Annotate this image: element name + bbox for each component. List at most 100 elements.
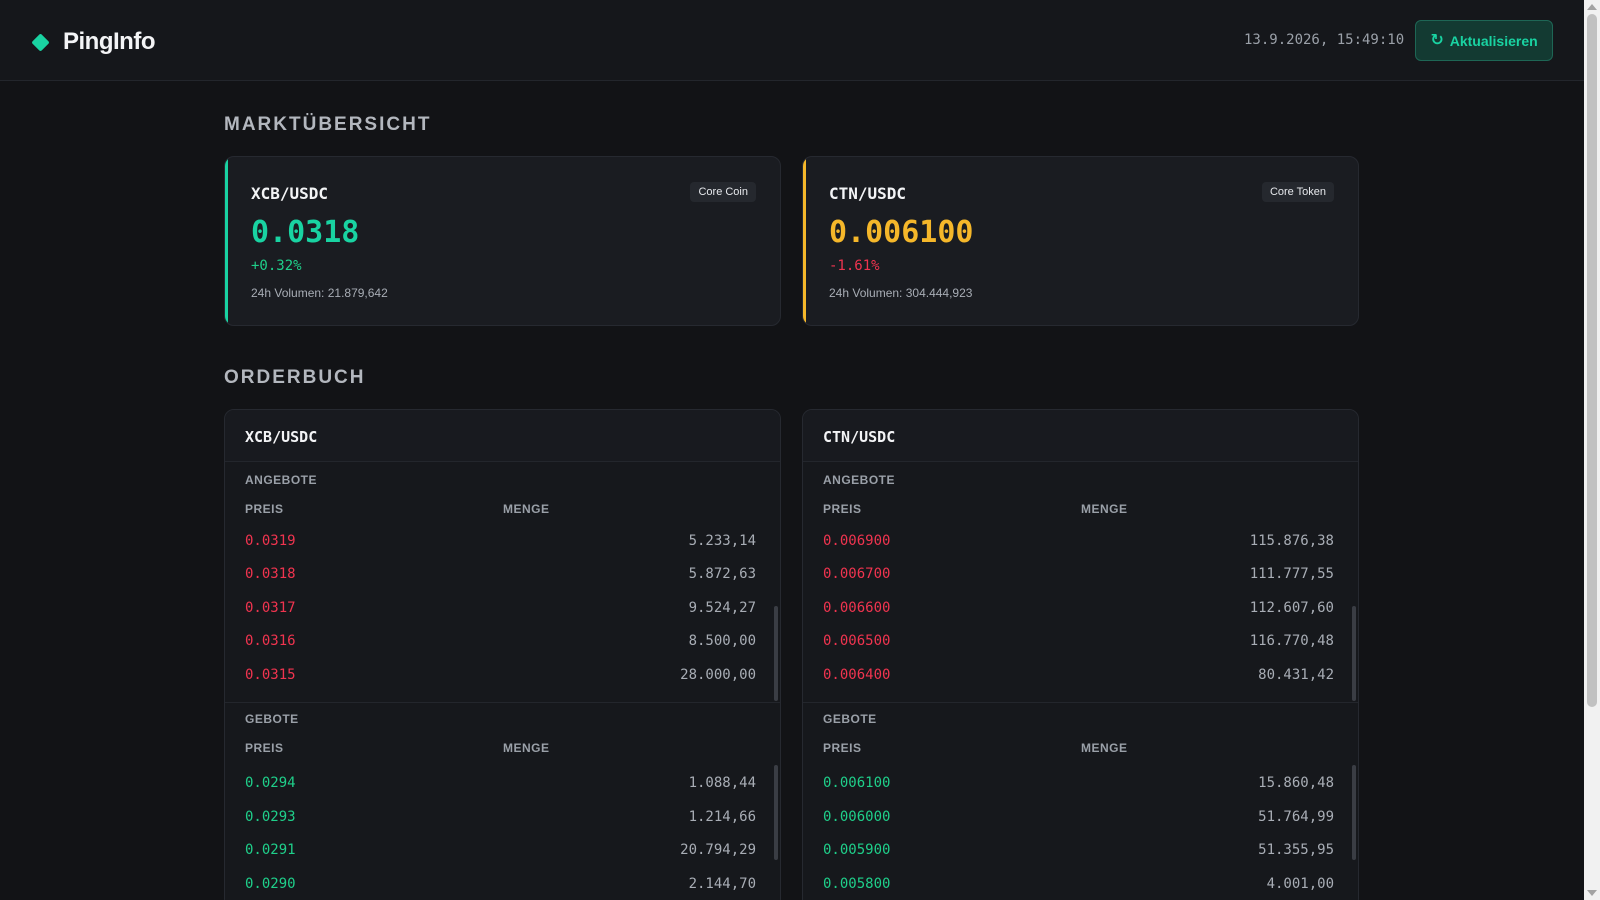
ask-row[interactable]: 0.0316 8.500,00 (225, 633, 780, 666)
bid-price: 0.006100 (823, 775, 891, 791)
bid-qty: 1.088,44 (688, 775, 756, 791)
bid-price: 0.006000 (823, 808, 891, 825)
asks-list[interactable]: 0.007000107.951,000.006900115.876,380.00… (803, 523, 1358, 702)
bids-price-header: PREIS (245, 741, 284, 755)
asks-label: ANGEBOTE (823, 473, 896, 487)
orderbook-title: ORDERBUCH (224, 367, 366, 388)
bid-qty: 4.001,00 (1266, 875, 1334, 892)
bid-qty: 51.764,99 (1258, 808, 1334, 825)
refresh-label: Aktualisieren (1449, 32, 1538, 49)
asks-price-header: PREIS (823, 502, 862, 516)
ask-price: 0.006500 (823, 633, 891, 649)
bid-price: 0.0293 (245, 808, 296, 825)
scroll-down-arrow-icon[interactable] (1587, 890, 1597, 896)
orderbook-pair: CTN/USDC (823, 428, 896, 446)
asks-qty-header: MENGE (1081, 502, 1128, 516)
ask-row[interactable]: 0.0319 5.233,14 (225, 533, 780, 566)
bid-qty: 15.860,48 (1258, 775, 1334, 791)
bid-price: 0.005900 (823, 842, 891, 858)
bids-qty-header: MENGE (1081, 741, 1128, 755)
asks-list[interactable]: 0.03206.270,000.0319 5.233,14 0.0318 5.872,… (225, 523, 780, 702)
diamond-logo-icon (31, 32, 50, 52)
bid-row[interactable]: 0.0293 1.214,66 (225, 809, 780, 842)
section-divider (225, 702, 780, 703)
orderbook-header: XCB/USDC (225, 410, 780, 462)
card-badge: Core Token (1261, 182, 1334, 202)
bid-row[interactable]: 0.0290 2.144,70 (225, 876, 780, 900)
ask-price: 0.0315 (245, 666, 296, 683)
ask-row[interactable]: 0.006400 80.431,42 (803, 667, 1358, 700)
ask-qty: 80.431,42 (1258, 666, 1334, 683)
scroll-thumb[interactable] (1587, 14, 1597, 707)
asks-scrollbar[interactable] (774, 606, 778, 701)
market-card-xcb[interactable]: XCB/USDC Core Coin 0.0318 +0.32% 24h Vol… (224, 156, 781, 326)
ask-qty: 5.872,63 (688, 566, 756, 582)
refresh-icon: ↻ (1430, 31, 1444, 49)
ask-price: 0.0318 (245, 566, 296, 582)
bid-qty: 2.144,70 (688, 875, 756, 892)
bid-price: 0.0291 (245, 842, 296, 858)
ask-qty: 28.000,00 (680, 666, 756, 683)
app-logo[interactable]: PingInfo (31, 28, 155, 56)
ask-row[interactable]: 0.006500 116.770,48 (803, 633, 1358, 666)
card-pair: XCB/USDC (251, 184, 329, 203)
market-overview-title: MARKTÜBERSICHT (224, 114, 432, 135)
bids-scrollbar[interactable] (1352, 765, 1356, 860)
ask-row[interactable]: 0.006700 111.777,55 (803, 566, 1358, 599)
ask-price: 0.0319 (245, 532, 296, 549)
app-name: PingInfo (63, 28, 155, 55)
bids-list[interactable]: 0.0294 1.088,44 0.0293 1.214,66 0.0291 20.794… (225, 767, 780, 900)
orderbook-card-ctn: CTN/USDC ANGEBOTE PREIS MENGE 0.007000107.95… (802, 409, 1359, 900)
top-header: PingInfo 13.9.2026, 15:49:10 ↻ Aktualisi… (0, 0, 1584, 81)
bid-row[interactable]: 0.005800 4.001,00 (803, 876, 1358, 900)
ask-price: 0.006600 (823, 599, 891, 616)
orderbook-pair: XCB/USDC (245, 428, 318, 446)
card-volume: 24h Volumen: 21.879,642 (251, 286, 388, 300)
bid-row[interactable]: 0.006100 15.860,48 (803, 775, 1358, 808)
bid-row[interactable]: 0.0291 20.794,29 (225, 842, 780, 875)
bids-scrollbar[interactable] (774, 765, 778, 860)
bid-qty: 1.214,66 (688, 808, 756, 825)
bid-price: 0.0294 (245, 775, 296, 791)
ask-price: 0.006400 (823, 666, 891, 683)
asks-price-header: PREIS (245, 502, 284, 516)
bid-price: 0.0290 (245, 875, 296, 892)
bids-price-header: PREIS (823, 741, 862, 755)
bid-row[interactable]: 0.0294 1.088,44 (225, 775, 780, 808)
page-scrollbar[interactable] (1584, 0, 1600, 900)
bids-qty-header: MENGE (503, 741, 550, 755)
bid-row[interactable]: 0.006000 51.764,99 (803, 809, 1358, 842)
ask-qty: 111.777,55 (1249, 566, 1334, 582)
ask-row[interactable]: 0.0317 9.524,27 (225, 600, 780, 633)
scroll-up-arrow-icon[interactable] (1587, 4, 1597, 10)
bid-qty: 20.794,29 (680, 842, 756, 858)
ask-row[interactable]: 0.03206.270,00 (225, 523, 780, 532)
bids-list[interactable]: 0.006100 15.860,48 0.006000 51.764,99 0.0059… (803, 767, 1358, 900)
bids-label: GEBOTE (823, 712, 877, 726)
ask-row[interactable]: 0.006600 112.607,60 (803, 600, 1358, 633)
card-change: -1.61% (829, 258, 880, 274)
card-price: 0.006100 (829, 215, 974, 250)
ask-row[interactable]: 0.0318 5.872,63 (225, 566, 780, 599)
ask-qty: 115.876,38 (1249, 532, 1334, 549)
asks-scrollbar[interactable] (1352, 606, 1356, 701)
market-card-ctn[interactable]: CTN/USDC Core Token 0.006100 -1.61% 24h … (802, 156, 1359, 326)
ask-qty: 112.607,60 (1249, 599, 1334, 616)
bid-qty: 51.355,95 (1258, 842, 1334, 858)
ask-row[interactable]: 0.007000107.951,00 (803, 523, 1358, 532)
asks-qty-header: MENGE (503, 502, 550, 516)
bid-row[interactable]: 0.005900 51.355,95 (803, 842, 1358, 875)
ask-qty: 116.770,48 (1249, 633, 1334, 649)
ask-row[interactable]: 0.0315 28.000,00 (225, 667, 780, 700)
card-change: +0.32% (251, 258, 302, 274)
ask-qty: 9.524,27 (688, 599, 756, 616)
orderbook-header: CTN/USDC (803, 410, 1358, 462)
current-datetime: 13.9.2026, 15:49:10 (1244, 32, 1405, 48)
card-volume: 24h Volumen: 304.444,923 (829, 286, 973, 300)
ask-price: 0.006900 (823, 532, 891, 549)
ask-price: 0.006700 (823, 566, 891, 582)
ask-row[interactable]: 0.006900 115.876,38 (803, 533, 1358, 566)
card-price: 0.0318 (251, 215, 360, 250)
refresh-button[interactable]: ↻ Aktualisieren (1415, 20, 1553, 61)
asks-label: ANGEBOTE (245, 473, 318, 487)
